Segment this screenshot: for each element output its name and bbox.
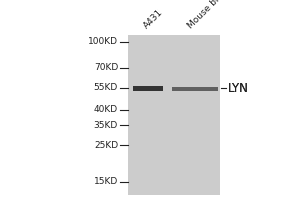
Text: A431: A431 (142, 7, 164, 30)
Text: LYN: LYN (228, 82, 249, 95)
Text: 35KD: 35KD (94, 120, 118, 130)
Text: 40KD: 40KD (94, 106, 118, 114)
Text: Mouse brain: Mouse brain (186, 0, 231, 30)
Text: 55KD: 55KD (94, 84, 118, 92)
Bar (128, 35, 220, 195)
Text: LYN: LYN (228, 82, 249, 95)
Text: 100KD: 100KD (88, 38, 118, 46)
Bar (172, 87, 218, 91)
Bar (133, 86, 163, 91)
Text: 15KD: 15KD (94, 178, 118, 186)
Text: 25KD: 25KD (94, 140, 118, 150)
Text: 70KD: 70KD (94, 64, 118, 72)
